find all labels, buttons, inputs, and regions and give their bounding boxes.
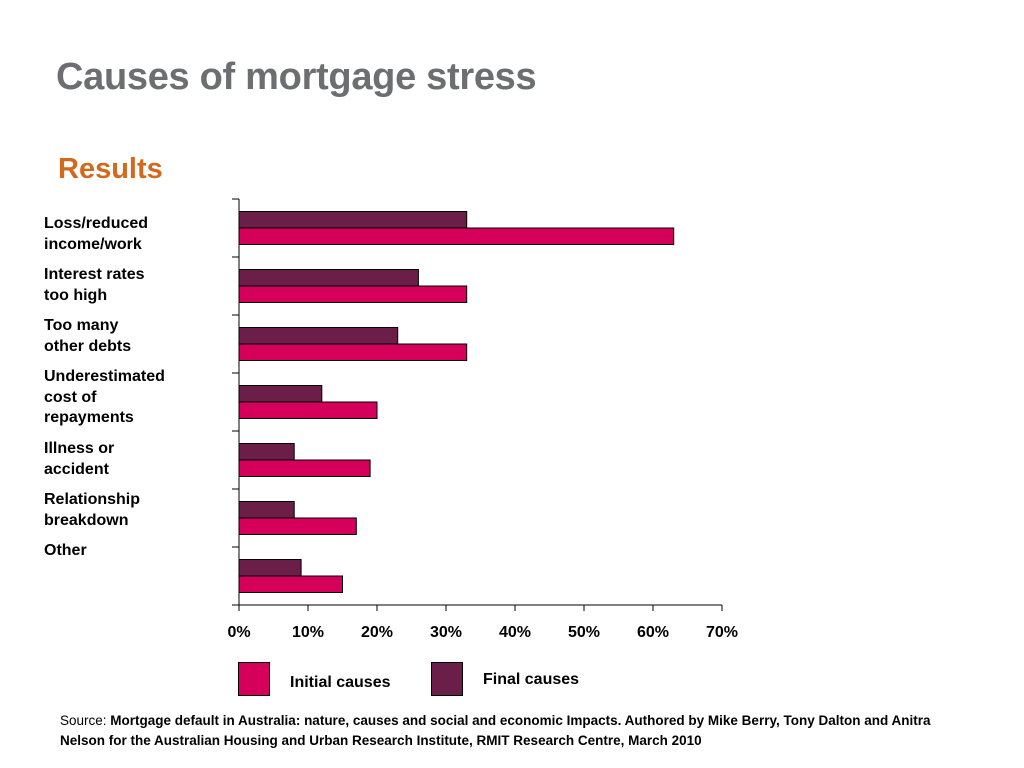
bar-final-causes bbox=[238, 211, 468, 229]
category-label-loss-income: Loss/reduced income/work bbox=[44, 215, 149, 253]
x-tick-label: 20% bbox=[361, 624, 393, 641]
page-title: Causes of mortgage stress bbox=[56, 56, 537, 98]
bar-chart: 0% 10% 20% 30% 40% 50% 60% 70% bbox=[227, 198, 738, 641]
bar-initial-causes bbox=[238, 227, 675, 245]
legend-label-final: Final causes bbox=[483, 671, 580, 688]
source-citation: Source: Mortgage default in Australia: n… bbox=[60, 711, 960, 751]
category-label-illness: Illness or accident bbox=[44, 440, 115, 478]
bar-initial-causes bbox=[238, 343, 468, 361]
x-tick-label: 40% bbox=[499, 624, 531, 641]
legend-swatch-initial bbox=[238, 662, 270, 696]
bar-final-causes bbox=[238, 269, 419, 287]
category-label-interest-rates: Interest rates too high bbox=[44, 266, 145, 304]
bar-initial-causes bbox=[238, 517, 357, 535]
bar-final-causes bbox=[238, 327, 399, 345]
bar-initial-causes bbox=[238, 401, 378, 419]
section-subtitle: Results bbox=[58, 153, 163, 185]
bar-initial-causes bbox=[238, 285, 468, 303]
legend-swatch-final bbox=[431, 662, 463, 696]
x-tick-label: 30% bbox=[430, 624, 462, 641]
bar-final-causes bbox=[238, 443, 295, 461]
x-tick-label: 10% bbox=[292, 624, 324, 641]
bar-initial-causes bbox=[238, 459, 371, 477]
legend-label-initial: Initial causes bbox=[290, 674, 391, 691]
category-label-other-debts: Too many other debts bbox=[44, 317, 132, 355]
bar-final-causes bbox=[238, 501, 295, 519]
x-tick-label: 50% bbox=[568, 624, 600, 641]
x-tick-label: 70% bbox=[706, 624, 738, 641]
x-tick-label: 0% bbox=[227, 624, 250, 641]
bar-initial-causes bbox=[238, 575, 343, 593]
source-prefix: Source: bbox=[60, 713, 107, 728]
category-label-underestimated-cost: Underestimated cost of repayments bbox=[44, 368, 165, 426]
bar-final-causes bbox=[238, 559, 302, 577]
category-label-other: Other bbox=[44, 542, 87, 559]
category-label-relationship: Relationship breakdown bbox=[44, 491, 141, 529]
source-text: Mortgage default in Australia: nature, c… bbox=[60, 713, 931, 748]
bar-final-causes bbox=[238, 385, 323, 403]
x-tick-label: 60% bbox=[637, 624, 669, 641]
